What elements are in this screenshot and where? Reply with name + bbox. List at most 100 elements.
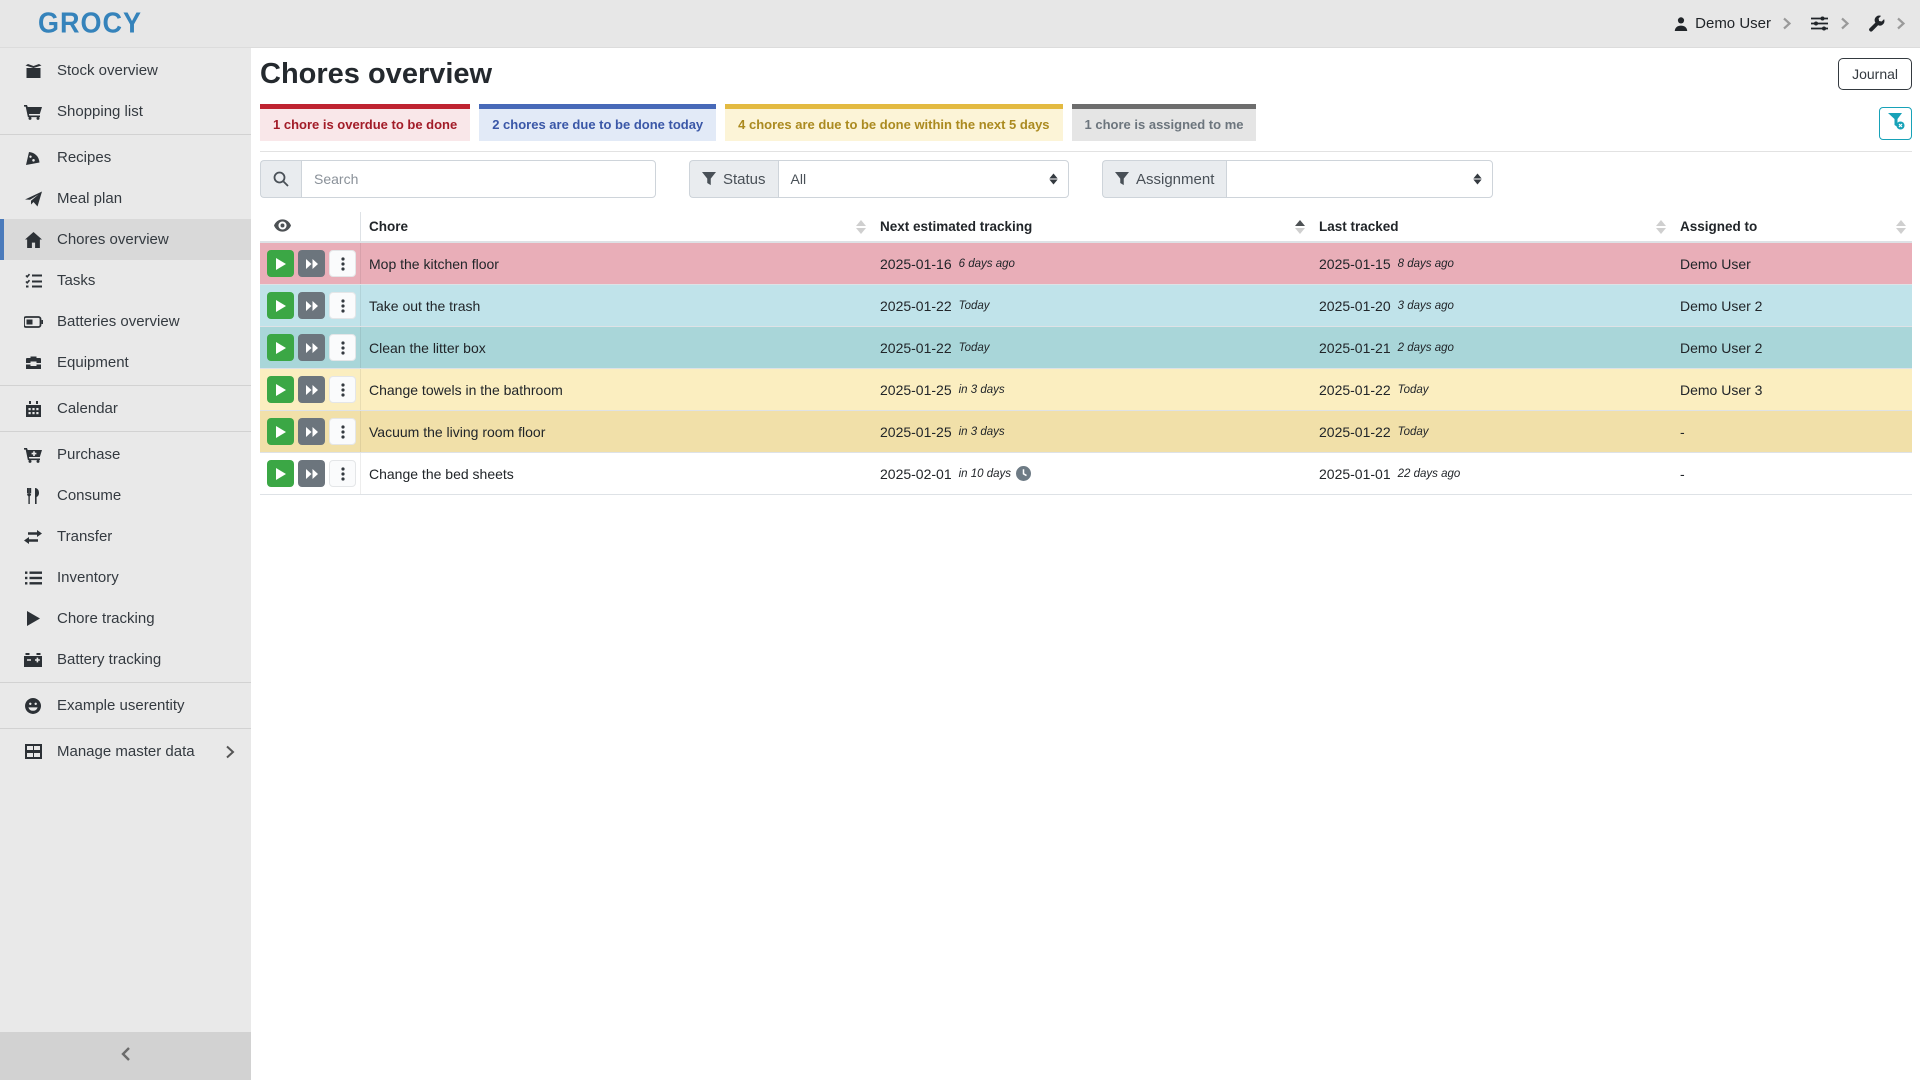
assigned-to-cell: Demo User 2 [1680,297,1763,314]
sidebar-item-inventory[interactable]: Inventory [0,557,251,598]
sidebar-collapse-button[interactable] [0,1032,251,1080]
user-name-label: Demo User [1695,15,1771,32]
sidebar-item-manage-master-data[interactable]: Manage master data [0,731,251,772]
fast-forward-icon [305,426,318,437]
skip-chore-button[interactable] [298,376,325,403]
play-icon [275,425,286,438]
sidebar-item-shopping-list[interactable]: Shopping list [0,91,251,132]
track-chore-button[interactable] [267,418,294,445]
last-tracked-cell: 2025-01-22 Today [1319,381,1429,398]
track-chore-button[interactable] [267,292,294,319]
sidebar-item-chore-tracking[interactable]: Chore tracking [0,598,251,639]
sidebar-item-calendar[interactable]: Calendar [0,388,251,429]
fast-forward-icon [305,342,318,353]
sidebar-item-consume[interactable]: Consume [0,475,251,516]
user-icon [1673,16,1689,32]
sidebar-item-stock-overview[interactable]: Stock overview [0,50,251,91]
play-icon [22,611,44,626]
search-input[interactable] [301,160,656,198]
select-caret-icon [1049,173,1058,185]
chore-name[interactable]: Mop the kitchen floor [360,243,872,284]
sidebar-divider [0,385,251,386]
skip-chore-button[interactable] [298,292,325,319]
kebab-menu-icon [340,340,345,355]
row-menu-button[interactable] [329,292,356,319]
journal-button[interactable]: Journal [1838,58,1912,90]
row-menu-button[interactable] [329,376,356,403]
chores-table: Chore Next estimated tracking Last track… [260,212,1912,495]
sidebar-item-label: Manage master data [57,743,195,760]
chore-name[interactable]: Clean the litter box [360,327,872,368]
next-tracking-cell: 2025-01-16 6 days ago [880,255,1015,272]
sidebar-item-transfer[interactable]: Transfer [0,516,251,557]
search-icon [260,160,301,198]
play-icon [275,383,286,396]
chevron-left-icon [120,1046,132,1067]
home-icon [22,231,44,248]
chip-overdue[interactable]: 1 chore is overdue to be done [260,104,471,141]
chevron-right-icon[interactable] [1895,17,1906,30]
chore-name[interactable]: Take out the trash [360,285,872,326]
assigned-to-cell: Demo User 2 [1680,339,1763,356]
sidebar-item-example-userentity[interactable]: Example userentity [0,685,251,726]
row-menu-button[interactable] [329,418,356,445]
user-menu[interactable]: Demo User [1673,15,1771,32]
chevron-right-icon[interactable] [1781,17,1792,30]
skip-chore-button[interactable] [298,334,325,361]
list-icon [22,571,44,585]
sidebar-item-battery-tracking[interactable]: Battery tracking [0,639,251,680]
chore-name[interactable]: Vacuum the living room floor [360,411,872,452]
assignment-select[interactable] [1226,160,1493,198]
last-tracked-cell: 2025-01-22 Today [1319,423,1429,440]
chevron-right-icon[interactable] [1839,17,1850,30]
column-visibility-header[interactable] [260,212,360,241]
sidebar-item-purchase[interactable]: Purchase [0,434,251,475]
chip-assigned-to-me[interactable]: 1 chore is assigned to me [1071,104,1257,141]
select-caret-icon [1473,173,1482,185]
chip-due-today[interactable]: 2 chores are due to be done today [479,104,717,141]
chore-name[interactable]: Change the bed sheets [360,453,872,494]
next-tracking-cell: 2025-01-25 in 3 days [880,423,1005,440]
track-chore-button[interactable] [267,334,294,361]
header-assigned-to[interactable]: Assigned to [1672,212,1912,241]
sidebar-item-label: Stock overview [57,62,158,79]
kebab-menu-icon [340,298,345,313]
sidebar-item-label: Batteries overview [57,313,180,330]
status-filter-group: Status All [689,160,1069,198]
track-chore-button[interactable] [267,376,294,403]
sidebar-divider [0,431,251,432]
sidebar-item-label: Recipes [57,149,112,166]
sidebar-item-meal-plan[interactable]: Meal plan [0,178,251,219]
row-menu-button[interactable] [329,250,356,277]
skip-chore-button[interactable] [298,460,325,487]
status-select[interactable]: All [777,160,1069,198]
row-menu-button[interactable] [329,334,356,361]
clear-filter-button[interactable] [1879,107,1912,140]
skip-chore-button[interactable] [298,418,325,445]
sidebar-item-equipment[interactable]: Equipment [0,342,251,383]
table-row: Mop the kitchen floor 2025-01-16 6 days a… [260,243,1912,285]
assigned-to-cell: Demo User [1680,255,1751,272]
sidebar-item-label: Chore tracking [57,610,155,627]
track-chore-button[interactable] [267,460,294,487]
header-last-tracked[interactable]: Last tracked [1311,212,1672,241]
main-content: Chores overview Journal 1 chore is overd… [251,48,1920,1080]
header-chore[interactable]: Chore [360,212,872,241]
chore-name[interactable]: Change towels in the bathroom [360,369,872,410]
grocy-logo[interactable]: GROCY [38,7,143,39]
sidebar-item-label: Shopping list [57,103,143,120]
sidebar-item-chores-overview[interactable]: Chores overview [0,219,251,260]
sidebar-item-label: Transfer [57,528,113,545]
table-header: Chore Next estimated tracking Last track… [260,212,1912,243]
settings-sliders-icon[interactable] [1810,15,1829,32]
chip-due-5-days[interactable]: 4 chores are due to be done within the n… [725,104,1063,141]
wrench-icon[interactable] [1868,15,1885,32]
sidebar-item-recipes[interactable]: Recipes [0,137,251,178]
table-row: Vacuum the living room floor 2025-01-25 i… [260,411,1912,453]
sidebar-item-tasks[interactable]: Tasks [0,260,251,301]
track-chore-button[interactable] [267,250,294,277]
header-next-estimated-tracking[interactable]: Next estimated tracking [872,212,1311,241]
row-menu-button[interactable] [329,460,356,487]
sidebar-item-batteries-overview[interactable]: Batteries overview [0,301,251,342]
skip-chore-button[interactable] [298,250,325,277]
